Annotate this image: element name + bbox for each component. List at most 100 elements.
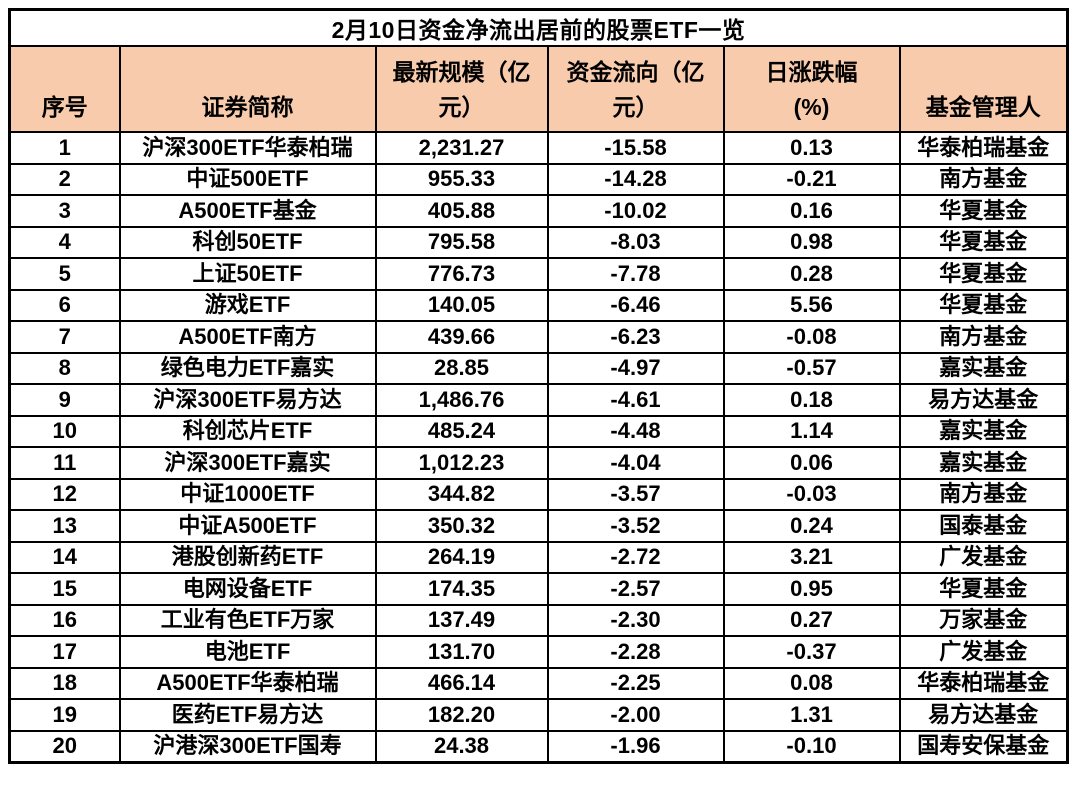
cell-flow: -7.78 xyxy=(546,257,725,291)
cell-name: 电池ETF xyxy=(118,635,377,669)
table-row: 19 医药ETF易方达 182.20 -2.00 1.31 易方达基金 xyxy=(8,698,1069,732)
table-title: 2月10日资金净流出居前的股票ETF一览 xyxy=(8,8,1069,47)
cell-manager: 易方达基金 xyxy=(898,383,1069,417)
cell-rank: 16 xyxy=(8,603,121,637)
cell-scale: 1,486.76 xyxy=(374,383,549,417)
header-change: 日涨跌幅 (%) xyxy=(722,45,901,133)
cell-rank: 18 xyxy=(8,666,121,700)
cell-manager: 万家基金 xyxy=(898,603,1069,637)
cell-name: A500ETF基金 xyxy=(118,194,377,228)
table-row: 9 沪深300ETF易方达 1,486.76 -4.61 0.18 易方达基金 xyxy=(8,383,1069,417)
cell-rank: 14 xyxy=(8,540,121,574)
cell-name: 绿色电力ETF嘉实 xyxy=(118,351,377,385)
cell-rank: 17 xyxy=(8,635,121,669)
table-row: 8 绿色电力ETF嘉实 28.85 -4.97 -0.57 嘉实基金 xyxy=(8,351,1069,385)
cell-rank: 20 xyxy=(8,729,121,763)
cell-flow: -3.52 xyxy=(546,509,725,543)
cell-change: 0.18 xyxy=(722,383,901,417)
cell-manager: 广发基金 xyxy=(898,635,1069,669)
cell-manager: 南方基金 xyxy=(898,477,1069,511)
cell-manager: 华夏基金 xyxy=(898,257,1069,291)
cell-name: 医药ETF易方达 xyxy=(118,698,377,732)
cell-change: 0.16 xyxy=(722,194,901,228)
cell-name: A500ETF华泰柏瑞 xyxy=(118,666,377,700)
cell-flow: -6.23 xyxy=(546,320,725,354)
cell-flow: -4.97 xyxy=(546,351,725,385)
cell-scale: 182.20 xyxy=(374,698,549,732)
cell-scale: 344.82 xyxy=(374,477,549,511)
table-row: 20 沪港深300ETF国寿 24.38 -1.96 -0.10 国寿安保基金 xyxy=(8,729,1069,763)
table-row: 2 中证500ETF 955.33 -14.28 -0.21 南方基金 xyxy=(8,162,1069,196)
cell-rank: 19 xyxy=(8,698,121,732)
cell-change: 1.31 xyxy=(722,698,901,732)
cell-rank: 12 xyxy=(8,477,121,511)
header-manager: 基金管理人 xyxy=(898,45,1069,133)
cell-name: 上证50ETF xyxy=(118,257,377,291)
cell-rank: 6 xyxy=(8,288,121,322)
cell-scale: 131.70 xyxy=(374,635,549,669)
table-body: 1 沪深300ETF华泰柏瑞 2,231.27 -15.58 0.13 华泰柏瑞基金 2 中证… xyxy=(8,131,1069,763)
cell-scale: 137.49 xyxy=(374,603,549,637)
cell-flow: -2.00 xyxy=(546,698,725,732)
cell-change: 0.08 xyxy=(722,666,901,700)
cell-manager: 华夏基金 xyxy=(898,225,1069,259)
cell-name: 沪深300ETF华泰柏瑞 xyxy=(118,131,377,165)
cell-name: 中证A500ETF xyxy=(118,509,377,543)
cell-scale: 24.38 xyxy=(374,729,549,763)
cell-manager: 嘉实基金 xyxy=(898,414,1069,448)
cell-flow: -15.58 xyxy=(546,131,725,165)
cell-scale: 795.58 xyxy=(374,225,549,259)
etf-outflow-table: 2月10日资金净流出居前的股票ETF一览 序号 证券简称 最新规模（亿 元） 资… xyxy=(8,8,1070,764)
header-rank: 序号 xyxy=(8,45,121,133)
cell-change: -0.37 xyxy=(722,635,901,669)
cell-flow: -3.57 xyxy=(546,477,725,511)
cell-flow: -4.48 xyxy=(546,414,725,448)
cell-scale: 466.14 xyxy=(374,666,549,700)
cell-scale: 174.35 xyxy=(374,572,549,606)
cell-scale: 955.33 xyxy=(374,162,549,196)
table-row: 15 电网设备ETF 174.35 -2.57 0.95 华夏基金 xyxy=(8,572,1069,606)
cell-name: 电网设备ETF xyxy=(118,572,377,606)
cell-manager: 易方达基金 xyxy=(898,698,1069,732)
cell-flow: -2.57 xyxy=(546,572,725,606)
cell-name: 中证500ETF xyxy=(118,162,377,196)
cell-rank: 9 xyxy=(8,383,121,417)
cell-manager: 国泰基金 xyxy=(898,509,1069,543)
cell-change: 0.98 xyxy=(722,225,901,259)
cell-name: 科创芯片ETF xyxy=(118,414,377,448)
table-row: 12 中证1000ETF 344.82 -3.57 -0.03 南方基金 xyxy=(8,477,1069,511)
table-row: 5 上证50ETF 776.73 -7.78 0.28 华夏基金 xyxy=(8,257,1069,291)
cell-rank: 1 xyxy=(8,131,121,165)
cell-change: -0.21 xyxy=(722,162,901,196)
cell-scale: 776.73 xyxy=(374,257,549,291)
cell-change: -0.10 xyxy=(722,729,901,763)
table-row: 7 A500ETF南方 439.66 -6.23 -0.08 南方基金 xyxy=(8,320,1069,354)
cell-change: 5.56 xyxy=(722,288,901,322)
cell-manager: 嘉实基金 xyxy=(898,446,1069,480)
cell-rank: 4 xyxy=(8,225,121,259)
cell-rank: 10 xyxy=(8,414,121,448)
cell-change: 1.14 xyxy=(722,414,901,448)
cell-flow: -2.25 xyxy=(546,666,725,700)
cell-change: 0.06 xyxy=(722,446,901,480)
cell-manager: 华夏基金 xyxy=(898,572,1069,606)
cell-rank: 15 xyxy=(8,572,121,606)
header-scale: 最新规模（亿 元） xyxy=(374,45,549,133)
table-header-row: 序号 证券简称 最新规模（亿 元） 资金流向（亿 元） 日涨跌幅 (%) 基金管… xyxy=(8,45,1069,133)
cell-rank: 2 xyxy=(8,162,121,196)
cell-name: A500ETF南方 xyxy=(118,320,377,354)
table-row: 17 电池ETF 131.70 -2.28 -0.37 广发基金 xyxy=(8,635,1069,669)
cell-manager: 广发基金 xyxy=(898,540,1069,574)
cell-flow: -4.04 xyxy=(546,446,725,480)
cell-flow: -2.72 xyxy=(546,540,725,574)
cell-flow: -1.96 xyxy=(546,729,725,763)
cell-flow: -10.02 xyxy=(546,194,725,228)
header-flow: 资金流向（亿 元） xyxy=(546,45,725,133)
cell-name: 沪深300ETF易方达 xyxy=(118,383,377,417)
cell-name: 游戏ETF xyxy=(118,288,377,322)
cell-scale: 350.32 xyxy=(374,509,549,543)
cell-scale: 485.24 xyxy=(374,414,549,448)
cell-manager: 南方基金 xyxy=(898,320,1069,354)
cell-change: 0.28 xyxy=(722,257,901,291)
